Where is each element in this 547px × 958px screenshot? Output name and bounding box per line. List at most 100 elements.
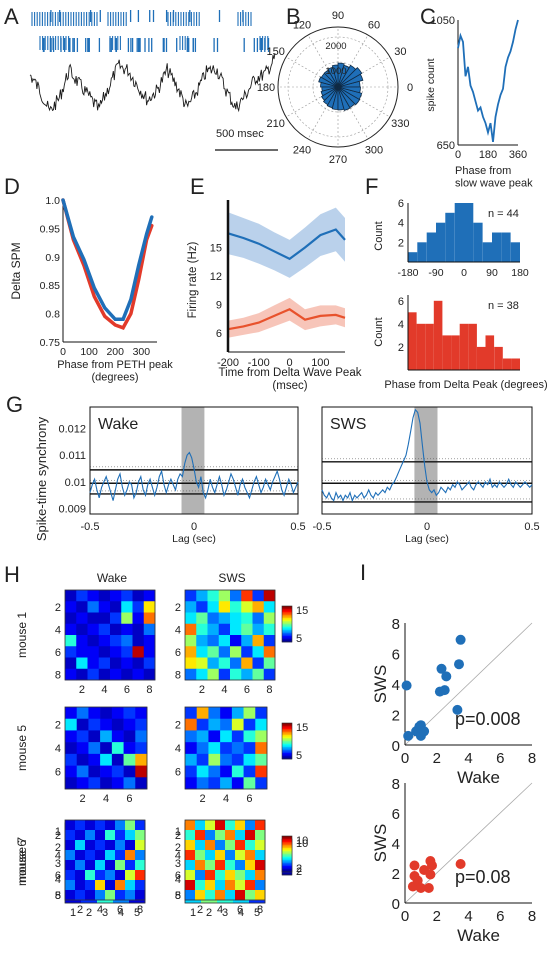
x-axis-label: Wake — [457, 768, 500, 787]
heatmap-cell — [125, 830, 136, 841]
y-tick-label: 4 — [398, 218, 404, 230]
heatmap-cell — [111, 730, 124, 743]
heatmap-cell — [75, 860, 86, 871]
scatter-point — [412, 875, 423, 886]
heatmap-cell — [208, 730, 221, 743]
polar-angle-label: 210 — [266, 118, 284, 130]
heatmap-cell — [215, 830, 226, 841]
x-tick-label: 0 — [287, 357, 293, 369]
scatter-point — [409, 860, 420, 871]
heatmap-cell — [76, 742, 89, 755]
heatmap-cell — [245, 890, 256, 901]
heatmap-cell — [215, 870, 226, 881]
heatmap-cell — [110, 612, 122, 625]
heatmap-x-tick: 5 — [254, 907, 260, 919]
heatmap-cell — [243, 707, 256, 720]
x-tick-label: 180 — [479, 149, 497, 161]
heatmap-cell — [135, 860, 146, 871]
heatmap-cell — [95, 870, 106, 881]
heatmap-cell — [185, 870, 196, 881]
heatmap-x-tick: 2 — [80, 793, 86, 805]
heatmap-cell — [123, 765, 136, 778]
heatmap-cell — [123, 718, 136, 731]
heatmap-cell — [195, 870, 206, 881]
heatmap-cell — [241, 635, 253, 647]
heatmap-cell — [95, 880, 106, 891]
colorbar-segment — [282, 854, 292, 856]
x-tick-label: 0 — [401, 750, 409, 767]
heatmap-cell — [185, 646, 197, 658]
heatmap-cell — [196, 718, 209, 731]
heatmap-cell — [65, 753, 78, 766]
heatmap-x-tick: 2 — [199, 684, 205, 696]
subplot-title: SWS — [330, 416, 366, 433]
heatmap-cell — [255, 707, 268, 720]
x-tick-label: 4 — [464, 750, 472, 767]
colorbar-segment — [282, 640, 292, 643]
heatmap-cell — [135, 742, 148, 755]
colorbar-segment — [282, 753, 292, 755]
colorbar-segment — [282, 736, 292, 739]
heatmap-cell — [88, 765, 101, 778]
y-tick-label: 12 — [210, 271, 222, 283]
heatmap-cell — [243, 753, 256, 766]
heatmap-cell — [65, 623, 77, 636]
synchrony-line — [321, 408, 533, 503]
histogram-bar — [482, 242, 492, 262]
heatmap-cell — [105, 860, 116, 871]
heatmap-cell — [121, 623, 133, 636]
y-axis-label: Count — [373, 317, 385, 346]
x-tick-label: 2 — [433, 750, 441, 767]
y-tick-label: 2 — [398, 237, 404, 249]
polar-angle-label: 150 — [266, 46, 284, 58]
heatmap-cell — [225, 890, 236, 901]
mouse-label: mouse 1 — [15, 612, 29, 658]
plot-frame — [321, 406, 533, 515]
heatmap-cell — [185, 590, 197, 602]
firing-line-orange — [227, 308, 346, 331]
heatmap-cell — [243, 777, 256, 790]
heatmap-cell — [132, 646, 145, 658]
heatmap-cell — [76, 646, 88, 658]
panel-d-delta-spm-plot: 0.75 0.8 0.85 0.9 0.95 1.0 0 100 200 300 Delta SPM… — [9, 195, 173, 384]
heatmap-cell — [255, 730, 268, 743]
y-tick-label: 15 — [210, 243, 222, 255]
heatmap-cell — [263, 612, 276, 625]
heatmap-cell — [185, 612, 197, 625]
histogram-bar — [425, 323, 434, 370]
heatmap-y-tick: 6 — [175, 647, 181, 659]
firing-line-blue — [227, 228, 346, 261]
heatmap-cell — [105, 850, 116, 861]
heatmap-cell — [235, 860, 246, 871]
x-tick-label: 0 — [60, 346, 66, 358]
heatmap-cell — [110, 601, 122, 613]
polar-bar — [337, 86, 361, 106]
scatter-point — [452, 704, 463, 715]
heatmap-y-tick: 2 — [175, 830, 181, 842]
heatmap-cell — [65, 860, 76, 871]
identity-line — [404, 782, 533, 904]
heatmap-frame — [184, 819, 266, 901]
heatmap-cell — [207, 623, 220, 636]
heatmap-cell — [135, 707, 148, 720]
heatmap-cell — [75, 880, 86, 891]
histogram-bar — [510, 242, 520, 262]
panel-letter-g: G — [6, 392, 23, 417]
heatmap-cell — [255, 742, 268, 755]
heatmap-cell — [75, 830, 86, 841]
colorbar-segment — [282, 845, 292, 847]
heatmap-cell — [220, 777, 233, 790]
panel-f-bottom-histogram: 2 4 6 n = 38 Count Phase from Delta Peak (deg… — [373, 295, 547, 391]
heatmap-cell — [95, 840, 106, 851]
colorbar-segment — [282, 618, 292, 620]
heatmap-y-tick: 4 — [55, 850, 61, 862]
colorbar-label-high: 15 — [296, 605, 308, 617]
heatmap-cell — [215, 850, 226, 861]
heatmap-cell — [243, 742, 256, 755]
heatmap-cell — [132, 623, 145, 636]
heatmap-cell — [65, 590, 77, 602]
heatmap-y-tick: 4 — [175, 624, 181, 636]
colorbar-segment — [282, 866, 292, 868]
colorbar-segment — [282, 867, 292, 870]
